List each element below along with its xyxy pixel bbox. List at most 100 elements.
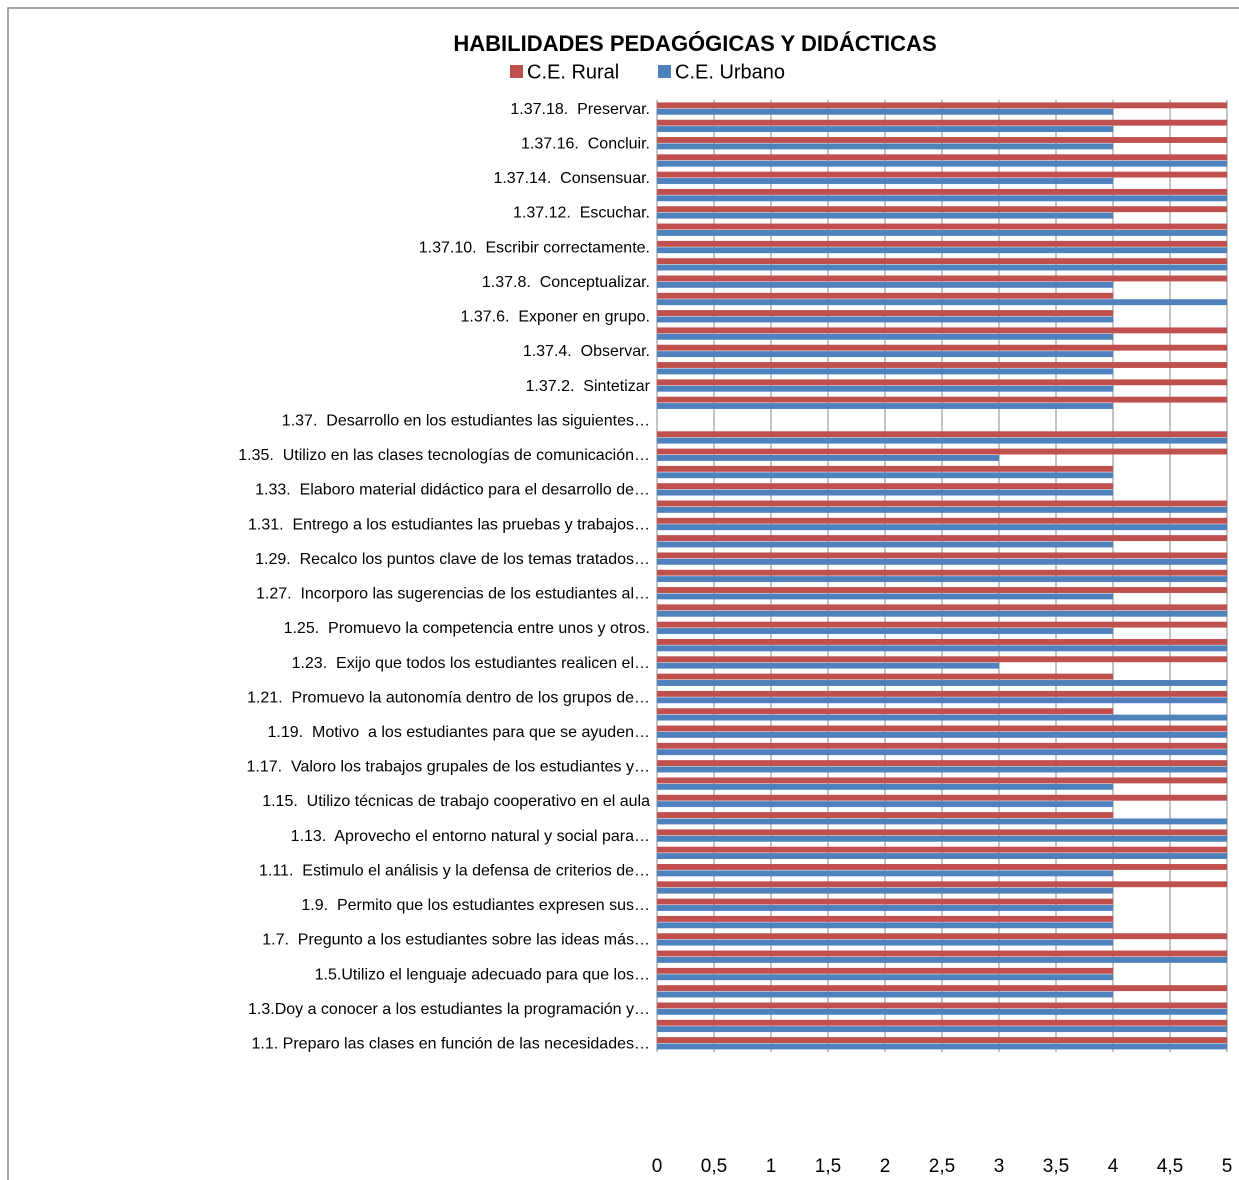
bar	[657, 362, 1227, 368]
bar	[657, 766, 1227, 773]
x-tick-label: 4,5	[1157, 1156, 1183, 1177]
bar	[657, 385, 1113, 392]
bar	[657, 662, 999, 669]
bar	[657, 749, 1227, 756]
bar	[657, 154, 1227, 161]
bar	[657, 281, 1113, 288]
bar	[657, 171, 1227, 178]
x-tick-label: 4	[1108, 1156, 1119, 1177]
bar	[657, 229, 1227, 236]
bar	[657, 102, 1227, 109]
bar	[657, 119, 1227, 126]
bar	[657, 656, 1227, 663]
bar	[657, 870, 1113, 877]
bar	[657, 680, 1227, 686]
y-tick-label: 1.37.16. Concluir.	[521, 135, 650, 152]
bar	[657, 108, 1113, 115]
bar	[657, 742, 1227, 749]
bar	[657, 437, 1227, 444]
bar	[657, 310, 1113, 317]
chart-title: HABILIDADES PEDAGÓGICAS Y DIDÁCTICAS	[453, 31, 936, 56]
bar	[657, 783, 1113, 790]
y-tick-label: 1.11. Estimulo el análisis y la defensa …	[259, 862, 650, 879]
y-tick-label: 1.29. Recalco los puntos clave de los te…	[255, 551, 650, 568]
bar	[657, 558, 1227, 565]
y-tick-label: 1.37.14. Consensuar.	[493, 170, 650, 187]
bar	[657, 731, 1227, 738]
x-tick-label: 1	[766, 1156, 777, 1177]
bar	[657, 604, 1227, 611]
bar	[657, 576, 1227, 583]
bar	[657, 725, 1227, 732]
y-tick-label: 1.1. Preparo las clases en función de la…	[252, 1036, 650, 1053]
x-tick-label: 5	[1222, 1156, 1233, 1177]
bar	[657, 853, 1227, 860]
bar	[657, 275, 1227, 282]
y-tick-label: 1.37.8. Conceptualizar.	[482, 274, 650, 291]
y-tick-label: 1.3.Doy a conocer a los estudiantes la p…	[248, 1001, 650, 1018]
y-tick-label: 1.15. Utilizo técnicas de trabajo cooper…	[262, 793, 650, 810]
y-tick-label: 1.25. Promuevo la competencia entre unos…	[284, 620, 650, 637]
x-tick-label: 2	[880, 1156, 891, 1177]
bar	[657, 690, 1227, 697]
bar	[657, 517, 1227, 524]
bar	[657, 639, 1227, 645]
bar	[657, 673, 1113, 680]
bar	[657, 835, 1227, 842]
bar	[657, 1037, 1227, 1043]
y-tick-label: 1.27. Incorporo las sugerencias de los e…	[256, 586, 650, 603]
bar	[657, 195, 1227, 202]
bar	[657, 829, 1227, 836]
bar	[657, 403, 1113, 409]
y-tick-label: 1.37.6. Exponer en grupo.	[461, 309, 650, 326]
bar	[657, 448, 1227, 455]
bar	[657, 905, 1113, 911]
bar	[657, 240, 1227, 247]
bar	[657, 264, 1227, 271]
y-tick-label: 1.19. Motivo a los estudiantes para que …	[268, 724, 650, 741]
y-tick-label: 1.21. Promuevo la autonomía dentro de lo…	[247, 689, 650, 706]
y-tick-label: 1.37.12. Escuchar.	[513, 205, 650, 222]
y-tick-label: 1.37.10. Escribir correctamente.	[419, 239, 650, 256]
bar	[657, 247, 1227, 254]
x-tick-label: 1,5	[815, 1156, 841, 1177]
bar	[657, 212, 1113, 219]
bar	[657, 922, 1113, 929]
bar	[657, 1002, 1227, 1009]
bar	[657, 455, 999, 461]
bar	[657, 794, 1227, 801]
y-tick-label: 1.37.2. Sintetizar	[525, 378, 650, 395]
bar	[657, 292, 1113, 299]
bar	[657, 472, 1113, 479]
bar	[657, 967, 1113, 974]
y-tick-label: 1.13. Aprovecho el entorno natural y soc…	[291, 828, 650, 845]
y-tick-label: 1.33. Elaboro material didáctico para el…	[255, 482, 650, 499]
bar	[657, 915, 1113, 922]
bar	[657, 777, 1227, 784]
bar	[657, 483, 1113, 490]
bar	[657, 524, 1227, 531]
bar	[657, 178, 1113, 184]
x-tick-label: 0	[652, 1156, 663, 1177]
bar	[657, 506, 1227, 513]
x-tick-label: 3	[994, 1156, 1005, 1177]
bar	[657, 368, 1113, 375]
legend-swatch	[510, 65, 523, 78]
bar	[657, 541, 1113, 548]
bar	[657, 143, 1113, 150]
bar	[657, 818, 1227, 825]
bar	[657, 1026, 1227, 1033]
x-tick-label: 2,5	[929, 1156, 955, 1177]
bar	[657, 587, 1227, 593]
bar	[657, 396, 1227, 403]
bar	[657, 801, 1113, 808]
bar	[657, 379, 1227, 386]
bar	[657, 431, 1227, 438]
bar	[657, 898, 1113, 905]
bar	[657, 933, 1227, 940]
bar	[657, 489, 1113, 496]
bar	[657, 1008, 1227, 1015]
bar	[657, 137, 1227, 143]
bar	[657, 299, 1227, 306]
